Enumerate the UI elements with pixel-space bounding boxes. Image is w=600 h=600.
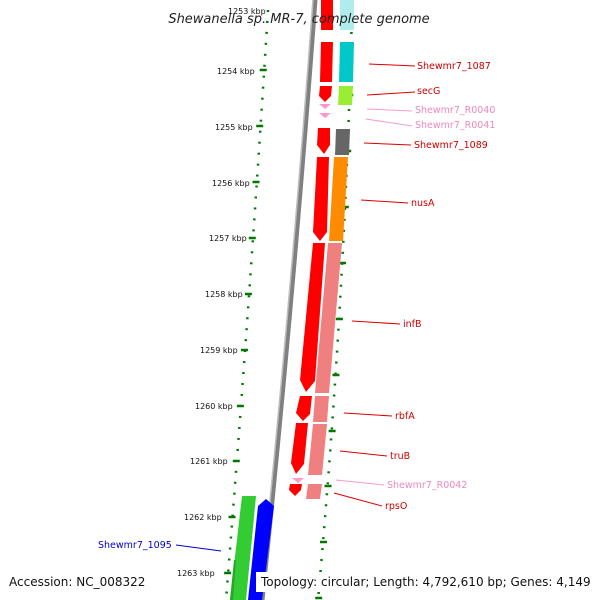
gene-feature[interactable] [289, 484, 302, 496]
right-tick-ring [316, 9, 354, 600]
gene-label-nusa[interactable]: nusA [411, 198, 435, 209]
gene-feature[interactable] [320, 42, 333, 82]
scale-label: 1258 kbp [205, 290, 243, 299]
scale-label: 1254 kbp [217, 67, 255, 76]
gene-feature[interactable] [230, 560, 236, 600]
cog-segment [315, 243, 342, 393]
label-leader-lines [175, 63, 416, 552]
gene-label-rbfa[interactable]: rbfA [395, 411, 415, 422]
gene-feature[interactable] [230, 496, 256, 600]
scale-label: 1259 kbp [200, 346, 238, 355]
gene-label-shewmr7-r0042[interactable]: Shewmr7_R0042 [387, 480, 467, 491]
rna-feature[interactable] [319, 104, 331, 109]
cog-segment [308, 424, 327, 475]
scale-label: 1256 kbp [212, 179, 250, 188]
gene-label-secg[interactable]: secG [417, 86, 440, 97]
gene-feature[interactable] [313, 157, 329, 241]
scale-ticks [224, 68, 354, 600]
cog-segment [306, 484, 322, 499]
cog-segment [335, 129, 350, 155]
rna-feature[interactable] [319, 113, 331, 118]
map-title: Shewanella sp. MR-7, complete genome [168, 12, 429, 27]
scale-label: 1257 kbp [209, 234, 247, 243]
gene-label-shewmr7-1095[interactable]: Shewmr7_1095 [98, 540, 172, 551]
accession-backdrop [4, 572, 152, 592]
gene-feature[interactable] [291, 423, 308, 474]
gene-label-rpso[interactable]: rpsO [385, 501, 407, 512]
cog-segment [338, 86, 353, 105]
scale-label: 1263 kbp [177, 569, 215, 578]
gene-feature[interactable] [317, 128, 330, 154]
cog-segment [329, 157, 348, 241]
gene-label-trub[interactable]: truB [390, 451, 410, 462]
scale-label: 1255 kbp [215, 123, 253, 132]
gene-feature[interactable] [248, 499, 274, 600]
scale-label: 1260 kbp [195, 402, 233, 411]
gene-feature[interactable] [321, 0, 333, 30]
cog-segment [340, 0, 354, 30]
cog-segment [339, 42, 354, 82]
gene-label-shewmr7-r0041[interactable]: Shewmr7_R0041 [415, 120, 495, 131]
gene-feature[interactable] [300, 243, 325, 392]
scale-label: 1261 kbp [190, 457, 228, 466]
gene-label-shewmr7-1087[interactable]: Shewmr7_1087 [417, 61, 491, 72]
scale-labels: 1253 kbp 1254 kbp 1255 kbp 1256 kbp 1257… [177, 7, 266, 578]
topology-text: Topology: circular; Length: 4,792,610 bp… [260, 575, 591, 589]
gene-feature[interactable] [296, 396, 312, 421]
accession-text: Accession: NC_008322 [9, 575, 145, 589]
cog-segment [313, 396, 329, 422]
gene-feature[interactable] [319, 86, 332, 102]
scale-label-faded: 1253 kbp [228, 7, 266, 16]
cog-color-ring [306, 0, 354, 499]
gene-label-shewmr7-1089[interactable]: Shewmr7_1089 [414, 140, 488, 151]
forward-strand-features [289, 0, 333, 496]
gene-label-shewmr7-r0040[interactable]: Shewmr7_R0040 [415, 105, 495, 116]
scale-label: 1262 kbp [184, 513, 222, 522]
topology-backdrop [256, 572, 596, 592]
gene-label-infb[interactable]: infB [403, 319, 422, 330]
gene-labels: Shewmr7_1087 secG Shewmr7_R0040 Shewmr7_… [98, 61, 495, 551]
rna-feature[interactable] [292, 478, 304, 483]
